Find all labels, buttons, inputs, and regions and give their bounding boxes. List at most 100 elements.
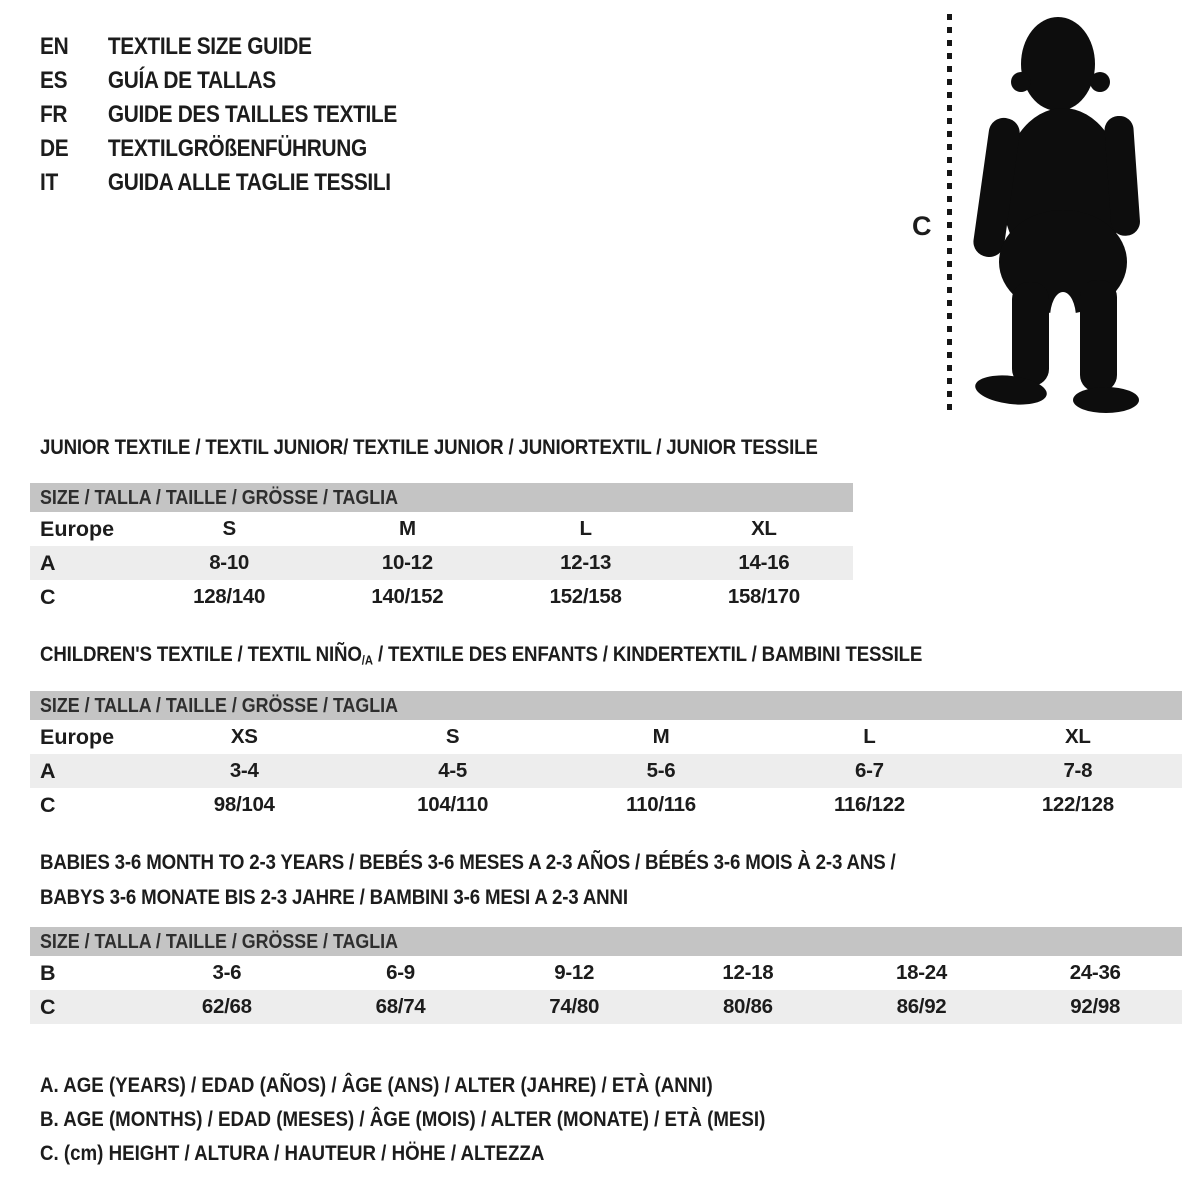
row-label: C — [40, 994, 56, 1019]
size-cell: 68/74 — [375, 995, 426, 1018]
size-cell: 80/86 — [722, 995, 773, 1018]
size-cell: 104/110 — [417, 793, 489, 816]
size-cell: 12-18 — [722, 961, 774, 984]
language-title: GUIDA ALLE TAGLIE TESSILI — [107, 169, 391, 196]
babies-table-title-line1-text: BABIES 3-6 MONTH TO 2-3 YEARS / BEBÉS 3-… — [40, 850, 896, 874]
size-cell: M — [398, 517, 416, 540]
size-cell: 3-6 — [212, 961, 242, 984]
size-cell: 86/92 — [896, 995, 947, 1018]
size-cell: 10-12 — [381, 551, 433, 574]
children-title-sub: /A — [361, 652, 373, 668]
language-code: IT — [40, 169, 58, 196]
children-size-table: SIZE / TALLA / TAILLE / GRÖSSE / TAGLIA … — [30, 691, 1182, 822]
language-code: DE — [40, 135, 69, 162]
language-title: GUIDE DES TAILLES TEXTILE — [107, 101, 397, 128]
size-cell: 4-5 — [438, 759, 467, 782]
legend-line-a-text: A. AGE (YEARS) / EDAD (AÑOS) / ÂGE (ANS)… — [40, 1072, 713, 1097]
size-cell: XS — [230, 725, 258, 748]
language-code: ES — [40, 67, 68, 94]
legend-line-c-text: C. (cm) HEIGHT / ALTURA / HAUTEUR / HÖHE… — [40, 1140, 545, 1165]
children-table-title-text: CHILDREN'S TEXTILE / TEXTIL NIÑO/A / TEX… — [40, 642, 923, 668]
table-row: A 8-10 10-12 12-13 14-16 — [30, 546, 853, 580]
size-cell: S — [445, 725, 460, 748]
size-cell: 158/170 — [727, 585, 800, 608]
size-header-label: SIZE / TALLA / TAILLE / GRÖSSE / TAGLIA — [40, 485, 399, 509]
size-cell: XL — [1065, 725, 1091, 748]
row-label: Europe — [40, 516, 115, 541]
size-cell: 14-16 — [738, 551, 790, 574]
height-dashed-line — [947, 14, 952, 416]
row-label: C — [40, 792, 56, 817]
language-title: GUÍA DE TALLAS — [107, 67, 276, 94]
size-cell: 6-7 — [855, 759, 884, 782]
row-label: Europe — [40, 724, 115, 749]
language-code: FR — [40, 101, 68, 128]
size-cell: S — [222, 517, 236, 540]
language-title: TEXTILGRÖßENFÜHRUNG — [107, 135, 367, 162]
size-header-label: SIZE / TALLA / TAILLE / GRÖSSE / TAGLIA — [40, 929, 399, 953]
size-cell: 92/98 — [1070, 995, 1121, 1018]
size-cell: 98/104 — [213, 793, 275, 816]
babies-table-title-line2: BABYS 3-6 MONATE BIS 2-3 JAHRE / BAMBINI… — [40, 885, 716, 910]
size-cell: 152/158 — [549, 585, 622, 608]
size-cell: M — [652, 725, 670, 748]
legend-line-b-text: B. AGE (MONTHS) / EDAD (MESES) / ÂGE (MO… — [40, 1106, 766, 1131]
size-cell: 5-6 — [646, 759, 676, 782]
row-label: B — [40, 960, 56, 985]
junior-table-title-text: JUNIOR TEXTILE / TEXTIL JUNIOR/ TEXTILE … — [40, 435, 818, 459]
language-row: FR GUIDE DES TAILLES TEXTILE — [40, 98, 397, 132]
size-cell: L — [863, 725, 876, 748]
size-cell: 110/116 — [626, 793, 696, 816]
size-header-bar: SIZE / TALLA / TAILLE / GRÖSSE / TAGLIA — [30, 927, 1182, 956]
table-row: B 3-6 6-9 9-12 12-18 18-24 24-36 — [30, 956, 1182, 990]
size-cell: XL — [751, 517, 777, 540]
size-cell: 12-13 — [560, 551, 612, 574]
legend-line-c: C. (cm) HEIGHT / ALTURA / HAUTEUR / HÖHE… — [40, 1136, 874, 1170]
table-row: C 62/68 68/74 74/80 80/86 86/92 92/98 — [30, 990, 1182, 1024]
babies-table-title-line1: BABIES 3-6 MONTH TO 2-3 YEARS / BEBÉS 3-… — [40, 850, 1023, 875]
children-title-post: / TEXTILE DES ENFANTS / KINDERTEXTIL / B… — [372, 642, 923, 666]
size-header-bar: SIZE / TALLA / TAILLE / GRÖSSE / TAGLIA — [30, 483, 853, 512]
table-row: A 3-4 4-5 5-6 6-7 7-8 — [30, 754, 1182, 788]
junior-table-title: JUNIOR TEXTILE / TEXTIL JUNIOR/ TEXTILE … — [40, 435, 934, 460]
children-title-pre: CHILDREN'S TEXTILE / TEXTIL NIÑO — [40, 642, 362, 666]
table-row: C 98/104 104/110 110/116 116/122 122/128 — [30, 788, 1182, 822]
size-header-bar: SIZE / TALLA / TAILLE / GRÖSSE / TAGLIA — [30, 691, 1182, 720]
legend-line-b: B. AGE (MONTHS) / EDAD (MESES) / ÂGE (MO… — [40, 1102, 874, 1136]
size-cell: 24-36 — [1069, 961, 1121, 984]
size-cell: L — [579, 517, 593, 540]
language-title: TEXTILE SIZE GUIDE — [107, 33, 312, 60]
size-cell: 6-9 — [386, 961, 415, 984]
measurement-legend: A. AGE (YEARS) / EDAD (AÑOS) / ÂGE (ANS)… — [40, 1068, 874, 1170]
table-row: C 128/140 140/152 152/158 158/170 — [30, 580, 853, 614]
toddler-silhouette-icon — [973, 17, 1140, 413]
junior-size-table: SIZE / TALLA / TAILLE / GRÖSSE / TAGLIA … — [30, 483, 853, 614]
table-row: Europe S M L XL — [30, 512, 853, 546]
size-cell: 8-10 — [209, 551, 250, 574]
size-cell: 3-4 — [229, 759, 259, 782]
size-cell: 140/152 — [371, 585, 444, 608]
babies-size-table: SIZE / TALLA / TAILLE / GRÖSSE / TAGLIA … — [30, 927, 1182, 1024]
language-row: IT GUIDA ALLE TAGLIE TESSILI — [40, 166, 397, 200]
size-cell: 18-24 — [896, 961, 947, 984]
table-row: Europe XS S M L XL — [30, 720, 1182, 754]
language-row: DE TEXTILGRÖßENFÜHRUNG — [40, 132, 397, 166]
size-header-label: SIZE / TALLA / TAILLE / GRÖSSE / TAGLIA — [40, 693, 399, 717]
legend-line-a: A. AGE (YEARS) / EDAD (AÑOS) / ÂGE (ANS)… — [40, 1068, 874, 1102]
row-label: C — [40, 584, 56, 609]
size-cell: 128/140 — [193, 585, 266, 608]
height-measure-label: C — [912, 211, 932, 241]
language-row: ES GUÍA DE TALLAS — [40, 64, 397, 98]
babies-table-title-line2-text: BABYS 3-6 MONATE BIS 2-3 JAHRE / BAMBINI… — [40, 885, 628, 909]
row-label: A — [40, 758, 56, 783]
size-cell: 122/128 — [1041, 793, 1114, 816]
size-cell: 116/122 — [833, 793, 905, 816]
language-title-list: EN TEXTILE SIZE GUIDE ES GUÍA DE TALLAS … — [40, 30, 450, 200]
row-label: A — [40, 550, 56, 575]
language-code: EN — [40, 33, 69, 60]
size-cell: 62/68 — [201, 995, 252, 1018]
size-cell: 7-8 — [1063, 759, 1093, 782]
size-cell: 9-12 — [554, 961, 595, 984]
children-table-title: CHILDREN'S TEXTILE / TEXTIL NIÑO/A / TEX… — [40, 642, 1054, 668]
